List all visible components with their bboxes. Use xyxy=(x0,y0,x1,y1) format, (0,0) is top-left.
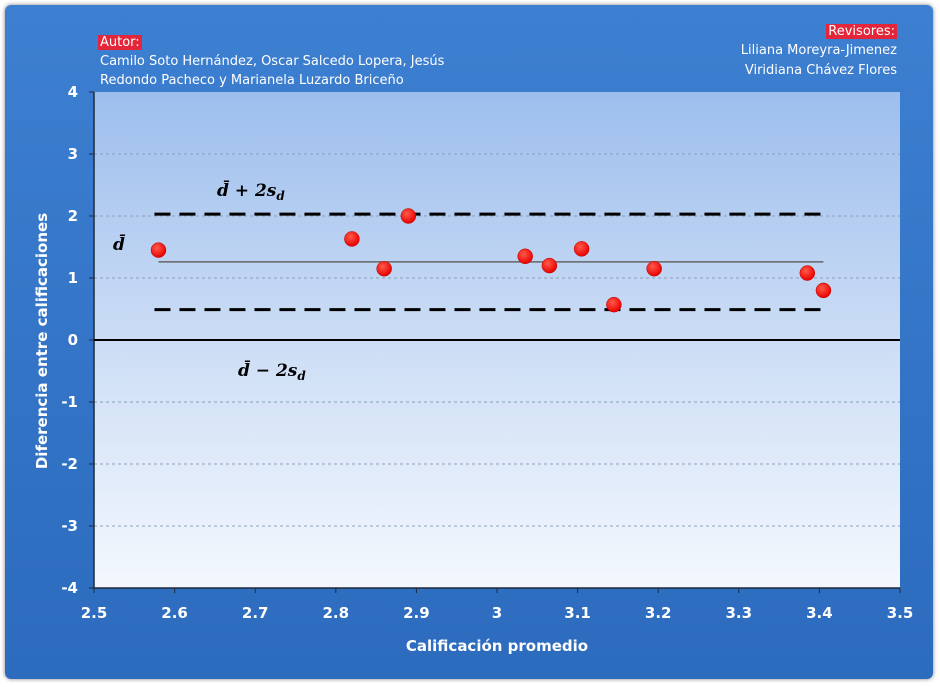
x-tick-label: 2.6 xyxy=(161,604,188,622)
data-point xyxy=(815,282,832,299)
x-tick-label: 3.1 xyxy=(564,604,591,622)
y-tick-label: 3 xyxy=(68,145,78,163)
y-tick-label: -1 xyxy=(61,393,78,411)
data-point xyxy=(344,231,360,247)
x-tick-label: 2.5 xyxy=(81,604,108,622)
reference-lines xyxy=(154,212,824,312)
data-point xyxy=(517,248,533,265)
x-tick-label: 2.7 xyxy=(242,604,269,622)
data-point xyxy=(150,242,167,258)
reviewer-heading: Revisores: xyxy=(826,24,897,39)
x-tick-label: 3 xyxy=(492,604,502,622)
reviewer-name-1: Liliana Moreyra-Jimenez xyxy=(740,43,897,58)
y-axis-title: Diferencia entre calificaciones xyxy=(33,213,51,469)
author-names-line2: Redondo Pacheco y Marianela Luzardo Bric… xyxy=(100,73,404,88)
x-tick-label: 3.2 xyxy=(645,604,672,622)
gridlines xyxy=(94,153,900,527)
y-tick-label: -2 xyxy=(61,455,78,473)
x-tick-label: 3.4 xyxy=(806,604,833,622)
data-points xyxy=(150,208,832,313)
author-names-line1: Camilo Soto Hernández, Oscar Salcedo Lop… xyxy=(100,54,445,69)
upper-limit-label: d̄ + 2sd xyxy=(217,180,285,203)
mean-label: d̄ xyxy=(113,234,126,255)
axes xyxy=(89,91,901,593)
y-tick-label: -4 xyxy=(61,579,78,597)
y-tick-label: 1 xyxy=(68,269,78,287)
x-tick-label: 2.8 xyxy=(323,604,350,622)
data-point xyxy=(799,265,816,281)
data-point xyxy=(646,260,662,277)
y-tick-labels: -4 -3 -2 -1 0 1 2 3 4 xyxy=(61,83,78,597)
data-point xyxy=(541,257,558,274)
reviewer-name-2: Viridiana Chávez Flores xyxy=(744,63,897,78)
data-point xyxy=(606,296,622,313)
data-point xyxy=(376,260,392,277)
data-point xyxy=(573,241,590,257)
x-axis-title: Calificación promedio xyxy=(406,637,588,655)
x-tick-label: 3.3 xyxy=(726,604,753,622)
author-heading: Autor: xyxy=(98,35,142,50)
y-tick-label: 0 xyxy=(68,331,78,349)
lower-limit-label: d̄ − 2sd xyxy=(238,360,306,383)
x-tick-labels: 2.5 2.6 2.7 2.8 2.9 3 3.1 3.2 3.3 3.4 3.5 xyxy=(81,604,914,622)
x-tick-label: 3.5 xyxy=(887,604,914,622)
y-tick-label: 4 xyxy=(68,83,78,101)
x-tick-label: 2.9 xyxy=(403,604,430,622)
y-tick-label: -3 xyxy=(61,517,78,535)
y-tick-label: 2 xyxy=(68,207,78,225)
data-point xyxy=(400,208,417,224)
